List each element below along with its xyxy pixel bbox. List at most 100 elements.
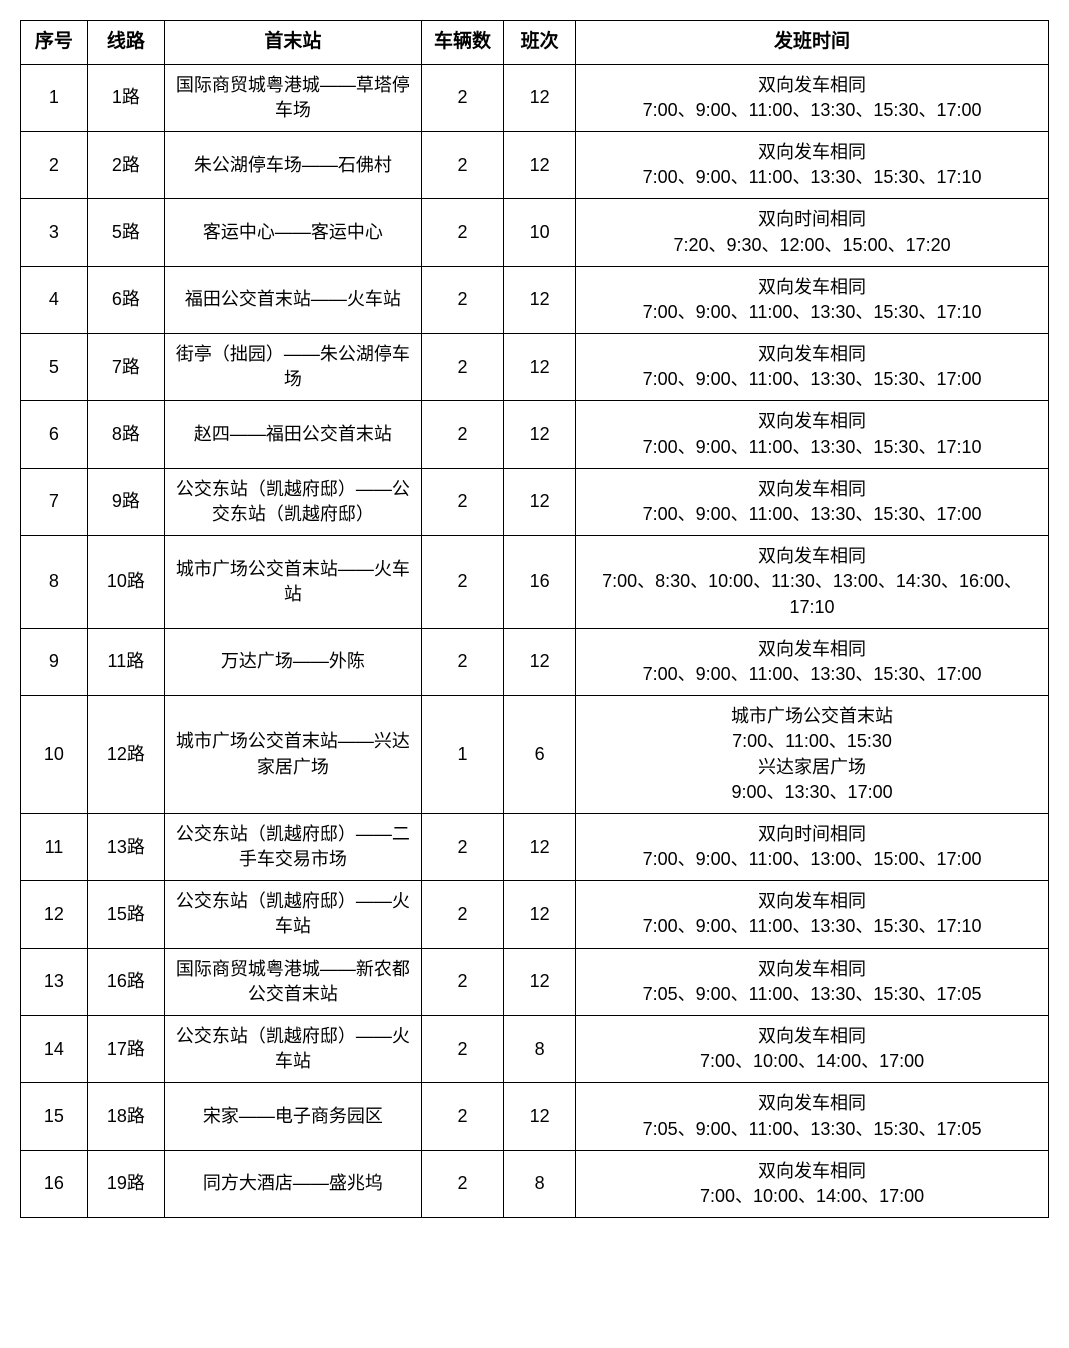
- cell-seq: 7: [21, 468, 88, 535]
- cell-seq: 15: [21, 1083, 88, 1150]
- cell-trips: 10: [504, 199, 576, 266]
- table-row: 1113路公交东站（凯越府邸）——二手车交易市场212双向时间相同7:00、9:…: [21, 813, 1049, 880]
- cell-schedule: 城市广场公交首末站7:00、11:00、15:30兴达家居广场9:00、13:3…: [576, 696, 1049, 814]
- cell-route: 18路: [87, 1083, 164, 1150]
- cell-trips: 8: [504, 1016, 576, 1083]
- cell-schedule: 双向发车相同7:00、9:00、11:00、13:30、15:30、17:00: [576, 468, 1049, 535]
- table-row: 46路福田公交首末站——火车站212双向发车相同7:00、9:00、11:00、…: [21, 266, 1049, 333]
- cell-stations: 国际商贸城粤港城——草塔停车场: [164, 64, 421, 131]
- cell-vehicles: 2: [421, 813, 503, 880]
- cell-schedule: 双向发车相同7:00、9:00、11:00、13:30、15:30、17:10: [576, 881, 1049, 948]
- table-row: 1518路宋家——电子商务园区212双向发车相同7:05、9:00、11:00、…: [21, 1083, 1049, 1150]
- cell-schedule: 双向发车相同7:00、9:00、11:00、13:30、15:30、17:10: [576, 401, 1049, 468]
- cell-trips: 12: [504, 401, 576, 468]
- cell-seq: 12: [21, 881, 88, 948]
- cell-vehicles: 2: [421, 628, 503, 695]
- cell-seq: 1: [21, 64, 88, 131]
- header-stations: 首末站: [164, 21, 421, 65]
- cell-trips: 6: [504, 696, 576, 814]
- cell-trips: 8: [504, 1150, 576, 1217]
- cell-stations: 宋家——电子商务园区: [164, 1083, 421, 1150]
- cell-route: 1路: [87, 64, 164, 131]
- cell-vehicles: 2: [421, 1083, 503, 1150]
- cell-schedule: 双向时间相同7:20、9:30、12:00、15:00、17:20: [576, 199, 1049, 266]
- table-row: 57路街亭（拙园）——朱公湖停车场212双向发车相同7:00、9:00、11:0…: [21, 334, 1049, 401]
- header-vehicles: 车辆数: [421, 21, 503, 65]
- cell-trips: 12: [504, 1083, 576, 1150]
- cell-route: 9路: [87, 468, 164, 535]
- cell-trips: 12: [504, 948, 576, 1015]
- cell-stations: 城市广场公交首末站——火车站: [164, 536, 421, 629]
- table-row: 1215路公交东站（凯越府邸）——火车站212双向发车相同7:00、9:00、1…: [21, 881, 1049, 948]
- cell-vehicles: 2: [421, 1150, 503, 1217]
- cell-trips: 16: [504, 536, 576, 629]
- cell-route: 11路: [87, 628, 164, 695]
- cell-seq: 8: [21, 536, 88, 629]
- cell-route: 16路: [87, 948, 164, 1015]
- cell-stations: 国际商贸城粤港城——新农都公交首末站: [164, 948, 421, 1015]
- cell-seq: 5: [21, 334, 88, 401]
- cell-stations: 城市广场公交首末站——兴达家居广场: [164, 696, 421, 814]
- table-row: 911路万达广场——外陈212双向发车相同7:00、9:00、11:00、13:…: [21, 628, 1049, 695]
- cell-vehicles: 2: [421, 881, 503, 948]
- cell-vehicles: 2: [421, 334, 503, 401]
- cell-seq: 9: [21, 628, 88, 695]
- cell-vehicles: 2: [421, 64, 503, 131]
- table-row: 810路城市广场公交首末站——火车站216双向发车相同7:00、8:30、10:…: [21, 536, 1049, 629]
- table-row: 1619路同方大酒店——盛兆坞28双向发车相同7:00、10:00、14:00、…: [21, 1150, 1049, 1217]
- cell-trips: 12: [504, 881, 576, 948]
- table-row: 1012路城市广场公交首末站——兴达家居广场16城市广场公交首末站7:00、11…: [21, 696, 1049, 814]
- header-seq: 序号: [21, 21, 88, 65]
- table-row: 22路朱公湖停车场——石佛村212双向发车相同7:00、9:00、11:00、1…: [21, 131, 1049, 198]
- cell-vehicles: 2: [421, 468, 503, 535]
- header-schedule: 发班时间: [576, 21, 1049, 65]
- cell-route: 13路: [87, 813, 164, 880]
- cell-vehicles: 2: [421, 131, 503, 198]
- cell-schedule: 双向发车相同7:00、9:00、11:00、13:30、15:30、17:00: [576, 628, 1049, 695]
- cell-route: 19路: [87, 1150, 164, 1217]
- cell-schedule: 双向时间相同7:00、9:00、11:00、13:00、15:00、17:00: [576, 813, 1049, 880]
- cell-trips: 12: [504, 131, 576, 198]
- cell-stations: 朱公湖停车场——石佛村: [164, 131, 421, 198]
- cell-vehicles: 2: [421, 199, 503, 266]
- cell-vehicles: 2: [421, 401, 503, 468]
- bus-schedule-table: 序号 线路 首末站 车辆数 班次 发班时间 11路国际商贸城粤港城——草塔停车场…: [20, 20, 1049, 1218]
- cell-trips: 12: [504, 64, 576, 131]
- cell-schedule: 双向发车相同7:00、8:30、10:00、11:30、13:00、14:30、…: [576, 536, 1049, 629]
- cell-seq: 10: [21, 696, 88, 814]
- header-route: 线路: [87, 21, 164, 65]
- cell-seq: 2: [21, 131, 88, 198]
- cell-schedule: 双向发车相同7:00、9:00、11:00、13:30、15:30、17:10: [576, 266, 1049, 333]
- cell-schedule: 双向发车相同7:00、10:00、14:00、17:00: [576, 1150, 1049, 1217]
- cell-stations: 公交东站（凯越府邸）——公交东站（凯越府邸）: [164, 468, 421, 535]
- table-row: 79路公交东站（凯越府邸）——公交东站（凯越府邸）212双向发车相同7:00、9…: [21, 468, 1049, 535]
- cell-trips: 12: [504, 813, 576, 880]
- cell-trips: 12: [504, 266, 576, 333]
- cell-route: 10路: [87, 536, 164, 629]
- cell-vehicles: 1: [421, 696, 503, 814]
- table-header-row: 序号 线路 首末站 车辆数 班次 发班时间: [21, 21, 1049, 65]
- cell-stations: 公交东站（凯越府邸）——火车站: [164, 1016, 421, 1083]
- cell-schedule: 双向发车相同7:00、9:00、11:00、13:30、15:30、17:10: [576, 131, 1049, 198]
- cell-route: 15路: [87, 881, 164, 948]
- cell-stations: 赵四——福田公交首末站: [164, 401, 421, 468]
- cell-route: 8路: [87, 401, 164, 468]
- table-row: 1316路国际商贸城粤港城——新农都公交首末站212双向发车相同7:05、9:0…: [21, 948, 1049, 1015]
- cell-trips: 12: [504, 468, 576, 535]
- cell-schedule: 双向发车相同7:00、10:00、14:00、17:00: [576, 1016, 1049, 1083]
- cell-stations: 同方大酒店——盛兆坞: [164, 1150, 421, 1217]
- table-row: 1417路公交东站（凯越府邸）——火车站28双向发车相同7:00、10:00、1…: [21, 1016, 1049, 1083]
- cell-stations: 福田公交首末站——火车站: [164, 266, 421, 333]
- cell-route: 6路: [87, 266, 164, 333]
- cell-stations: 公交东站（凯越府邸）——二手车交易市场: [164, 813, 421, 880]
- cell-stations: 公交东站（凯越府邸）——火车站: [164, 881, 421, 948]
- cell-schedule: 双向发车相同7:05、9:00、11:00、13:30、15:30、17:05: [576, 1083, 1049, 1150]
- cell-route: 12路: [87, 696, 164, 814]
- cell-stations: 街亭（拙园）——朱公湖停车场: [164, 334, 421, 401]
- table-row: 35路客运中心——客运中心210双向时间相同7:20、9:30、12:00、15…: [21, 199, 1049, 266]
- table-body: 11路国际商贸城粤港城——草塔停车场212双向发车相同7:00、9:00、11:…: [21, 64, 1049, 1218]
- table-row: 11路国际商贸城粤港城——草塔停车场212双向发车相同7:00、9:00、11:…: [21, 64, 1049, 131]
- cell-seq: 3: [21, 199, 88, 266]
- cell-seq: 14: [21, 1016, 88, 1083]
- cell-stations: 万达广场——外陈: [164, 628, 421, 695]
